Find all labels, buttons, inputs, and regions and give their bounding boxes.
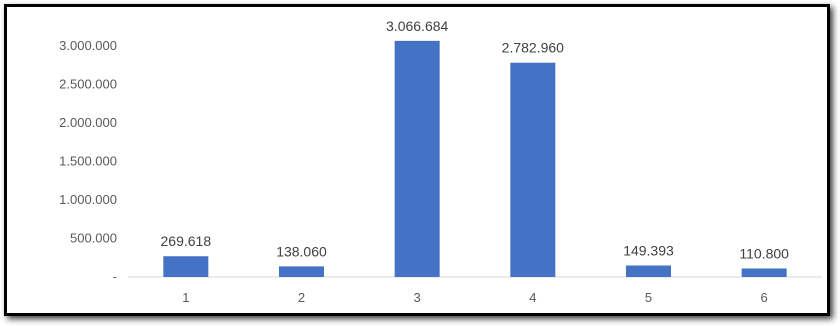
x-tick-label: 1	[182, 290, 189, 305]
x-tick-label: 2	[298, 290, 305, 305]
data-label: 269.618	[161, 233, 212, 249]
y-tick-label: 2.000.000	[59, 115, 117, 130]
data-label: 3.066.684	[386, 18, 448, 34]
bar-1	[163, 256, 209, 277]
bar-2	[279, 266, 324, 277]
data-label: 149.393	[623, 242, 674, 258]
y-tick-label: 500.000	[70, 231, 117, 246]
bar-6	[741, 268, 787, 277]
data-label: 138.060	[276, 243, 327, 259]
x-tick-label: 4	[529, 290, 536, 305]
y-tick-label: 2.500.000	[59, 77, 117, 92]
data-label: 2.782.960	[502, 40, 564, 56]
data-label: 110.800	[739, 245, 789, 261]
bar-4	[510, 62, 556, 277]
y-tick-label: 1.500.000	[59, 154, 117, 169]
y-tick-label: 1.000.000	[59, 192, 117, 207]
x-tick-label: 3	[414, 290, 421, 305]
bar-3	[394, 40, 440, 278]
y-tick-label: 3.000.000	[59, 38, 117, 53]
bar-5	[626, 265, 671, 277]
x-tick-label: 6	[761, 290, 768, 305]
y-tick-label: -	[113, 269, 117, 284]
x-tick-label: 5	[645, 290, 652, 305]
